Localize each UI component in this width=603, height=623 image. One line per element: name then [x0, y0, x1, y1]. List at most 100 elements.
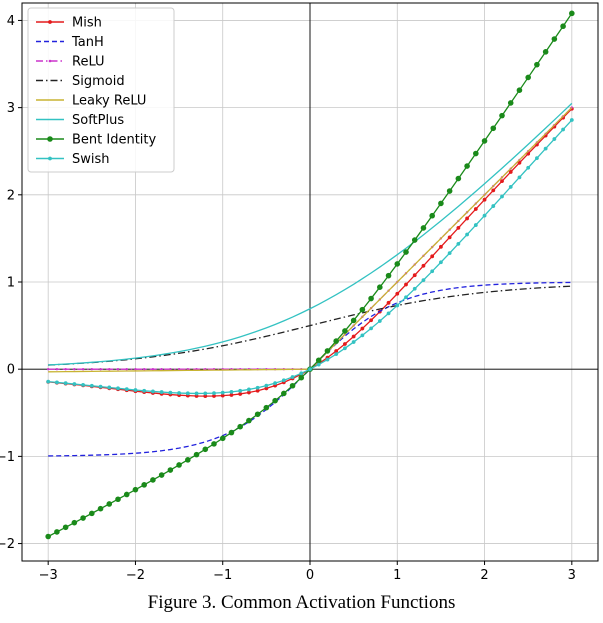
data-point	[229, 389, 234, 394]
data-point	[482, 197, 487, 202]
data-point	[542, 49, 549, 55]
data-point	[194, 391, 199, 396]
data-point	[385, 272, 392, 279]
data-point	[220, 390, 225, 395]
data-point	[62, 524, 69, 531]
series-line	[48, 102, 573, 366]
data-point	[412, 286, 417, 291]
data-point	[500, 179, 504, 184]
y-tick-label: 1	[7, 276, 15, 291]
data-point	[263, 404, 270, 411]
data-point	[560, 23, 566, 30]
data-point	[404, 282, 408, 287]
data-point	[421, 278, 426, 283]
data-point	[342, 328, 348, 334]
data-point	[237, 423, 243, 430]
legend-box	[27, 7, 175, 173]
data-point	[211, 441, 217, 447]
figure-caption: Figure 3. Common Activation Functions	[147, 592, 456, 613]
data-point	[551, 36, 558, 42]
data-point	[552, 137, 557, 141]
legend-marker	[47, 136, 53, 142]
data-point	[133, 388, 138, 392]
data-point	[411, 237, 418, 243]
data-point	[333, 338, 339, 344]
data-point	[412, 273, 417, 278]
data-point	[508, 185, 513, 189]
legend-item: Sigmoid	[36, 74, 125, 89]
legend-item: Leaky ReLU	[36, 94, 146, 109]
data-point	[456, 225, 461, 230]
x-tick-label: −3	[39, 568, 58, 583]
legend-marker	[48, 20, 52, 24]
data-point	[169, 367, 172, 371]
data-point	[220, 393, 225, 398]
data-point	[264, 383, 269, 388]
data-point	[160, 367, 163, 371]
data-point	[421, 263, 426, 268]
data-point	[108, 367, 111, 371]
data-point	[404, 295, 408, 300]
data-point	[465, 216, 469, 221]
data-point	[81, 367, 85, 371]
data-point	[81, 382, 85, 387]
data-point	[99, 367, 102, 371]
data-point	[150, 477, 156, 483]
data-point	[394, 261, 401, 267]
data-point	[473, 150, 479, 157]
data-point	[168, 390, 173, 395]
legend-label: Sigmoid	[72, 74, 125, 89]
data-point	[167, 467, 174, 473]
y-tick-label: 2	[7, 188, 15, 203]
data-point	[473, 207, 478, 211]
x-tick-label: 0	[306, 568, 314, 583]
data-point	[264, 386, 269, 391]
data-point	[158, 472, 165, 478]
x-tick-label: −2	[126, 568, 145, 583]
data-point	[238, 388, 243, 393]
y-tick-label: −1	[0, 450, 15, 465]
data-point	[46, 367, 50, 371]
data-point	[334, 349, 339, 353]
data-point	[177, 391, 181, 395]
data-point	[46, 379, 51, 384]
y-tick-label: 4	[7, 14, 15, 29]
data-point	[203, 391, 208, 396]
data-point	[151, 367, 155, 371]
data-point	[273, 381, 277, 386]
data-point	[456, 241, 461, 246]
data-point	[202, 446, 209, 453]
data-point	[71, 519, 78, 526]
data-point	[212, 394, 216, 398]
data-point	[132, 486, 139, 493]
data-point	[324, 348, 331, 354]
data-point	[315, 357, 322, 364]
data-point	[439, 260, 443, 265]
data-point	[107, 385, 112, 390]
data-point	[203, 394, 208, 399]
data-point	[360, 333, 365, 338]
series-sigmoid	[48, 285, 572, 366]
data-point	[151, 389, 155, 394]
data-point	[491, 204, 496, 208]
data-point	[543, 146, 548, 151]
data-point	[290, 375, 295, 379]
y-tick-label: 3	[7, 101, 15, 116]
series-lines	[45, 10, 575, 540]
data-point	[176, 462, 182, 468]
data-point	[526, 165, 531, 170]
data-point	[343, 346, 347, 351]
data-point	[500, 194, 504, 199]
y-tick-label: −2	[0, 537, 15, 552]
data-point	[395, 303, 400, 308]
data-point	[369, 318, 373, 323]
data-point	[430, 254, 435, 259]
data-point	[350, 317, 357, 324]
data-point	[115, 496, 121, 503]
data-point	[142, 367, 146, 371]
data-point	[299, 371, 304, 376]
data-point	[430, 269, 435, 274]
legend-label: SoftPlus	[72, 113, 124, 128]
data-point	[351, 334, 356, 339]
legend-item: Mish	[36, 16, 102, 31]
